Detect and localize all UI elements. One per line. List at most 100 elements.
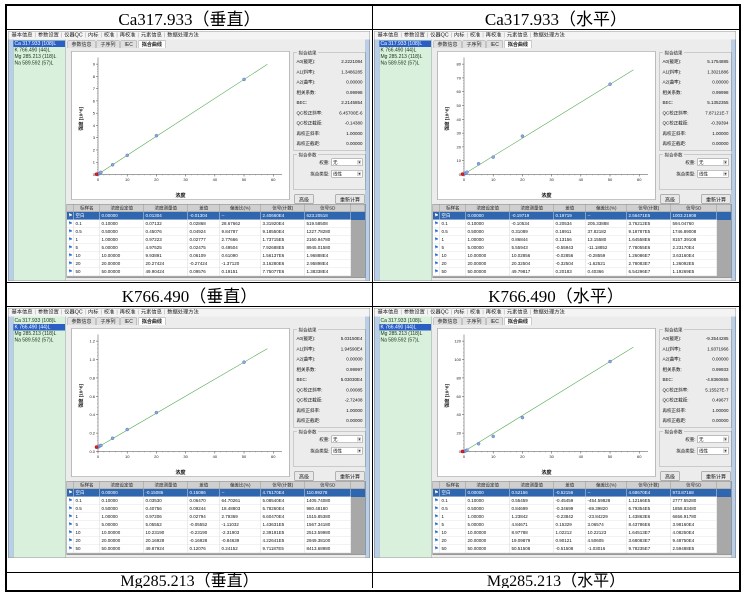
tab-参数信息[interactable]: 参数信息 <box>67 40 96 49</box>
tab-子序列[interactable]: 子序列 <box>462 317 486 326</box>
tab-子序列[interactable]: 子序列 <box>96 317 120 326</box>
menu-item[interactable]: 内标 <box>84 309 100 317</box>
fit-type-dropdown[interactable]: 线性 ▾ <box>331 447 363 455</box>
recalculate-button[interactable]: 重新计算 <box>701 471 731 481</box>
table-row[interactable]: ⚑ 0.1 0.10000 0.55459 -0.45459 -454.59828 1.12… <box>433 497 731 505</box>
table-row[interactable]: ⚑ 0.1 0.10000 -0.10534 0.20534 205.33888 3.762… <box>433 220 731 228</box>
menu-item[interactable]: 校准 <box>99 309 115 317</box>
menu-item[interactable]: 基本信息 <box>11 309 33 315</box>
menu-item[interactable]: 再校准 <box>115 32 136 40</box>
menu-item[interactable]: 元素信息 <box>502 309 528 317</box>
table-row[interactable]: ⚑ 10 10.00000 10.23190 -0.23190 -2.31903 2.391… <box>67 529 365 537</box>
table-row[interactable]: ⚑ 0.5 0.50000 0.84699 -0.34699 -69.39820 6.793… <box>433 505 731 513</box>
table-row[interactable]: ⚑ 0.5 0.50000 0.40756 0.09244 18.48803 5.78260… <box>67 505 365 513</box>
tab-子序列[interactable]: 子序列 <box>462 40 486 49</box>
tab-IEC[interactable]: IEC <box>120 40 137 49</box>
element-list-item[interactable]: Na 589.592 (57)L <box>380 337 420 344</box>
fit-type-dropdown[interactable]: 线性 ▾ <box>697 447 729 455</box>
fit-type-dropdown[interactable]: 线性 ▾ <box>697 170 729 178</box>
tab-拟合曲线[interactable]: 拟合曲线 <box>137 317 166 326</box>
menu-item[interactable]: 参数设置 <box>34 309 60 317</box>
table-row[interactable]: ⚑ 空白 0.00000 -0.19719 0.19719 -- 2.56471E5 1003… <box>433 212 731 220</box>
menu-item[interactable]: 数据处理方法 <box>529 32 566 40</box>
table-row[interactable]: ⚑ 50 50.00000 49.87924 0.12076 0.24152 9.71187… <box>67 545 365 553</box>
advanced-button[interactable]: 高级 <box>660 471 680 481</box>
table-row[interactable]: ⚑ 10 10.00000 9.93891 0.06109 0.61090 1.56137E… <box>67 252 365 260</box>
tab-拟合曲线[interactable]: 拟合曲线 <box>503 317 532 326</box>
menu-item[interactable]: 基本信息 <box>11 32 33 38</box>
weight-dropdown[interactable]: 无 ▾ <box>697 158 729 166</box>
weight-dropdown[interactable]: 无 ▾ <box>331 158 363 166</box>
tab-IEC[interactable]: IEC <box>120 317 137 326</box>
menu-item[interactable]: 参数设置 <box>400 32 426 40</box>
tab-IEC[interactable]: IEC <box>486 40 503 49</box>
element-list-item[interactable]: Mg 285.213 (118)L <box>14 54 57 60</box>
menu-item[interactable]: 再校准 <box>115 309 136 317</box>
tab-拟合曲线[interactable]: 拟合曲线 <box>503 40 532 49</box>
menu-item[interactable]: 仪器QC <box>426 309 450 317</box>
fit-type-dropdown[interactable]: 线性 ▾ <box>331 170 363 178</box>
advanced-button[interactable]: 高级 <box>294 471 314 481</box>
menu-item[interactable]: 仪器QC <box>60 32 84 40</box>
element-list-item[interactable]: Ca 317.933 (108)L <box>13 40 65 47</box>
menu-item[interactable]: 元素信息 <box>502 32 528 40</box>
menu-item[interactable]: 仪器QC <box>60 309 84 317</box>
element-list-item[interactable]: Mg 285.213 (118)L <box>14 331 57 337</box>
table-row[interactable]: ⚑ 20 20.00000 20.16928 -0.16928 -0.84639 4.226… <box>67 537 365 545</box>
table-row[interactable]: ⚑ 50 50.00000 49.90424 0.09576 0.19151 7.75077… <box>67 268 365 276</box>
table-row[interactable]: ⚑ 20 20.00000 19.09879 0.90121 4.50605 3.68083… <box>433 537 731 545</box>
menu-item[interactable]: 元素信息 <box>136 32 162 40</box>
menu-item[interactable]: 基本信息 <box>377 309 399 315</box>
element-list-item[interactable]: Ca 317.933 (108)L <box>379 40 431 47</box>
menu-item[interactable]: 内标 <box>450 309 466 317</box>
menu-item[interactable]: 数据处理方法 <box>529 309 566 317</box>
recalculate-button[interactable]: 重新计算 <box>335 471 365 481</box>
table-row[interactable]: ⚑ 0.1 0.10000 0.07132 0.02868 28.67662 3.31920… <box>67 220 365 228</box>
advanced-button[interactable]: 高级 <box>294 194 314 204</box>
element-list-item[interactable]: Na 589.592 (57)L <box>14 60 54 67</box>
table-row[interactable]: ⚑ 0.5 0.50000 0.31089 0.18911 37.82182 9.18787… <box>433 228 731 236</box>
tab-拟合曲线[interactable]: 拟合曲线 <box>137 40 166 49</box>
table-row[interactable]: ⚑ 50 50.00000 49.79817 0.20183 0.40366 6.54296… <box>433 268 731 276</box>
tab-子序列[interactable]: 子序列 <box>96 40 120 49</box>
recalculate-button[interactable]: 重新计算 <box>701 194 731 204</box>
table-row[interactable]: ⚑ 50 50.00000 50.51508 -0.51508 -1.03016 9.782… <box>433 545 731 553</box>
table-row[interactable]: ⚑ 0.5 0.50000 0.45076 0.04924 9.84787 9.18550E… <box>67 228 365 236</box>
weight-dropdown[interactable]: 无 ▾ <box>697 435 729 443</box>
advanced-button[interactable]: 高级 <box>660 194 680 204</box>
table-row[interactable]: ⚑ 空白 0.00000 0.52156 -0.52156 -- 4.68670E4 973.… <box>433 489 731 497</box>
table-row[interactable]: ⚑ 20 20.00000 20.27424 -0.27424 -1.37120 3.162… <box>67 260 365 268</box>
menu-item[interactable]: 再校准 <box>481 32 502 40</box>
element-list-item[interactable]: K 766.490 (44)L <box>13 324 65 331</box>
menu-item[interactable]: 再校准 <box>481 309 502 317</box>
tab-参数信息[interactable]: 参数信息 <box>433 40 462 49</box>
element-list-item[interactable]: Ca 317.933 (108)L <box>380 318 423 324</box>
element-list-item[interactable]: Mg 285.213 (118)L <box>380 54 423 60</box>
menu-item[interactable]: 内标 <box>450 32 466 40</box>
weight-dropdown[interactable]: 无 ▾ <box>331 435 363 443</box>
table-row[interactable]: ⚑ 5 5.00000 5.05552 -0.05552 -1.11032 1.43631E… <box>67 521 365 529</box>
element-list-item[interactable]: Na 589.592 (57)L <box>380 60 420 67</box>
table-row[interactable]: ⚑ 1 1.00000 0.97223 0.02777 2.77666 1.73715E5 2… <box>67 236 365 244</box>
element-list-item[interactable]: K 766.490 (44)L <box>379 324 431 331</box>
menu-item[interactable]: 数据处理方法 <box>163 309 200 317</box>
table-row[interactable]: ⚑ 5 5.00000 5.55943 -0.55943 -11.18852 7.78055… <box>433 244 731 252</box>
menu-item[interactable]: 数据处理方法 <box>163 32 200 40</box>
menu-item[interactable]: 基本信息 <box>377 32 399 38</box>
table-row[interactable]: ⚑ 空白 0.00000 0.01304 -0.01304 -- 2.40660E4 623.… <box>67 212 365 220</box>
table-row[interactable]: ⚑ 5 5.00000 4.97525 0.02475 0.49504 7.92688E5 8… <box>67 244 365 252</box>
menu-item[interactable]: 校准 <box>465 32 481 40</box>
table-row[interactable]: ⚑ 10 10.00000 8.97788 1.02212 10.22123 1.64513… <box>433 529 731 537</box>
menu-item[interactable]: 内标 <box>84 32 100 40</box>
menu-item[interactable]: 校准 <box>465 309 481 317</box>
menu-item[interactable]: 元素信息 <box>136 309 162 317</box>
menu-item[interactable]: 参数设置 <box>34 32 60 40</box>
table-row[interactable]: ⚑ 1 1.00000 1.23842 -0.23842 -23.84229 1.43863… <box>433 513 731 521</box>
menu-item[interactable]: 校准 <box>99 32 115 40</box>
table-row[interactable]: ⚑ 1 1.00000 0.97206 0.02794 2.79369 6.60470E4 1… <box>67 513 365 521</box>
table-row[interactable]: ⚑ 1 1.00000 0.86844 0.13156 13.15580 1.64558E6… <box>433 236 731 244</box>
table-row[interactable]: ⚑ 20 20.00000 20.32504 -0.32504 -1.62521 2.780… <box>433 260 731 268</box>
element-list-item[interactable]: Ca 317.933 (108)L <box>14 318 57 324</box>
menu-item[interactable]: 仪器QC <box>426 32 450 40</box>
tab-参数信息[interactable]: 参数信息 <box>433 317 462 326</box>
